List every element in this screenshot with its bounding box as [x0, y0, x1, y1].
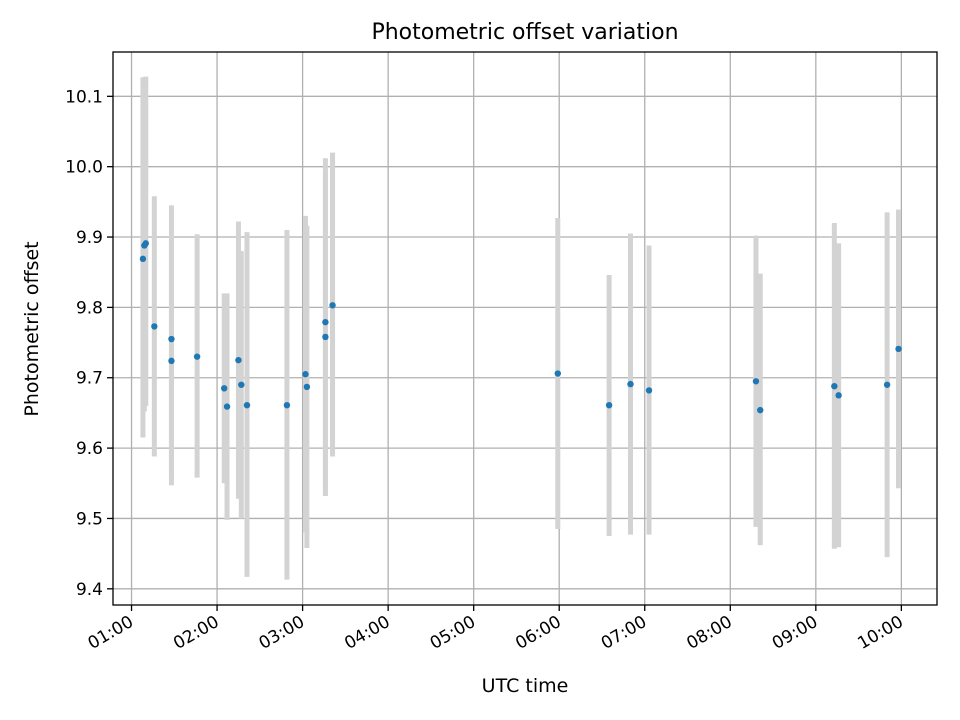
y-gridlines	[113, 95, 937, 590]
data-point	[238, 381, 245, 388]
data-point	[322, 318, 329, 326]
data-point	[142, 240, 149, 247]
y-tick-label: 10.0	[65, 158, 103, 178]
data-point	[302, 371, 309, 378]
data-point	[303, 383, 311, 391]
data-point	[168, 357, 175, 365]
data-point	[193, 353, 201, 360]
y-tick-label: 9.8	[76, 298, 103, 318]
x-axis-ticks: 01:00 02:00 03:00 04:00 05:00 06:00 07:00 08:00…	[85, 605, 907, 654]
data-point	[895, 345, 902, 353]
data-point	[835, 392, 842, 399]
data-point	[235, 356, 242, 364]
data-point	[322, 333, 329, 341]
y-tick-label: 9.6	[76, 439, 103, 459]
y-tick-label: 9.5	[76, 509, 103, 529]
y-tick-label: 9.4	[76, 580, 103, 600]
data-point	[883, 381, 891, 388]
data-point	[139, 255, 147, 263]
data-point	[645, 387, 653, 394]
data-point	[223, 403, 231, 410]
chart-title: Photometric offset variation	[371, 20, 678, 45]
data-point	[554, 370, 561, 377]
plot-background	[113, 52, 937, 605]
data-point	[605, 401, 613, 409]
data-point	[151, 323, 158, 330]
data-point	[757, 406, 764, 414]
data-points	[139, 240, 902, 414]
y-tick-label: 10.1	[65, 87, 103, 107]
y-axis-ticks: 9.4 9.5 9.6 9.7 9.8 9.9 10.0 10.1	[65, 87, 113, 600]
data-point	[752, 378, 760, 385]
y-tick-label: 9.9	[76, 228, 103, 248]
data-point	[627, 380, 634, 388]
data-point	[283, 401, 291, 409]
plot-frame	[112, 51, 938, 606]
x-axis-label: UTC time	[482, 675, 569, 697]
data-point	[831, 382, 838, 390]
data-point	[243, 401, 251, 409]
x-gridlines	[130, 52, 903, 605]
data-point	[329, 302, 336, 309]
data-point	[168, 335, 175, 343]
y-axis-label: Photometric offset	[21, 241, 43, 416]
data-point	[220, 385, 228, 392]
y-tick-label: 9.7	[76, 369, 103, 389]
